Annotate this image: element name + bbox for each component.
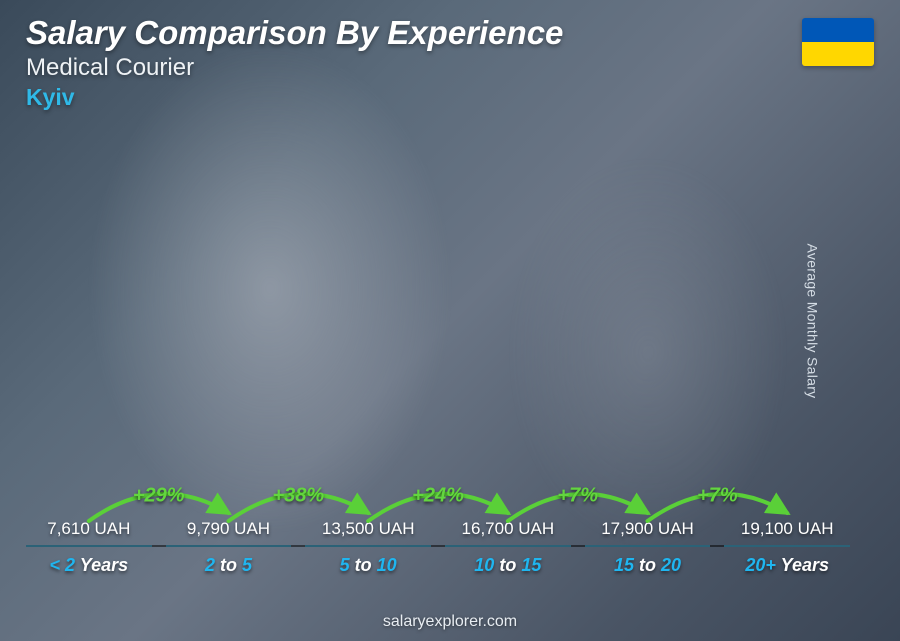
page-subtitle: Medical Courier	[26, 54, 563, 82]
bar-value-label: 19,100 UAH	[741, 519, 834, 539]
page-title: Salary Comparison By Experience	[26, 14, 563, 52]
salary-chart: 7,610 UAH< 2 Years9,790 UAH2 to 513,500 …	[26, 130, 850, 581]
delta-label: +29%	[133, 485, 185, 508]
delta-label: +7%	[557, 485, 598, 508]
bar-wrap: 9,790 UAH2 to 5	[166, 519, 292, 547]
flag-bottom	[802, 42, 874, 66]
delta-label: +38%	[272, 485, 324, 508]
flag-top	[802, 18, 874, 42]
bar-category-label: 15 to 20	[614, 555, 681, 576]
bar-wrap: 19,100 UAH20+ Years	[724, 519, 850, 547]
bar-category-label: 10 to 15	[474, 555, 541, 576]
bar-wrap: 16,700 UAH10 to 15	[445, 519, 571, 547]
bar-category-label: 20+ Years	[745, 555, 829, 576]
location-label: Kyiv	[26, 84, 563, 111]
bar-value-label: 16,700 UAH	[462, 519, 555, 539]
footer-credit: salaryexplorer.com	[0, 613, 900, 631]
bar-value-label: 9,790 UAH	[187, 519, 270, 539]
delta-label: +7%	[697, 485, 738, 508]
bar-value-label: 13,500 UAH	[322, 519, 415, 539]
bar-value-label: 7,610 UAH	[47, 519, 130, 539]
delta-label: +24%	[412, 485, 464, 508]
chart-baseline	[26, 545, 850, 547]
flag-icon	[802, 18, 874, 66]
bar-value-label: 17,900 UAH	[601, 519, 694, 539]
bar-wrap: 7,610 UAH< 2 Years	[26, 519, 152, 547]
bar-category-label: 5 to 10	[340, 555, 397, 576]
header: Salary Comparison By Experience Medical …	[26, 14, 563, 111]
bar-category-label: < 2 Years	[50, 555, 129, 576]
bar-wrap: 17,900 UAH15 to 20	[585, 519, 711, 547]
bar-category-label: 2 to 5	[205, 555, 252, 576]
bar-wrap: 13,500 UAH5 to 10	[305, 519, 431, 547]
